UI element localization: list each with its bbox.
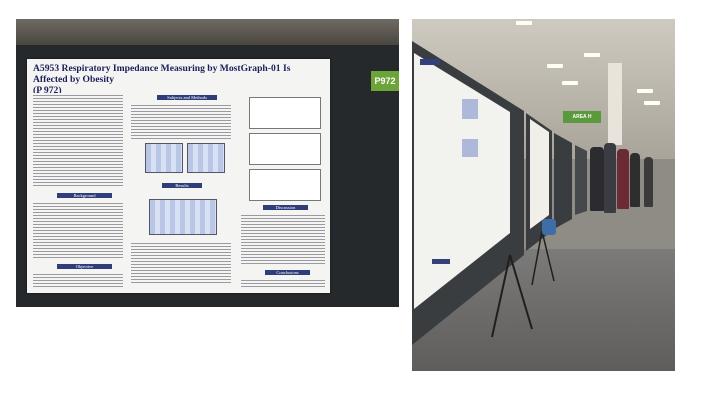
poster-text-block (131, 103, 231, 139)
scatter-plot-figure (249, 133, 321, 165)
pillar (608, 63, 622, 145)
third-board (554, 133, 572, 229)
person (604, 143, 616, 213)
second-poster (530, 119, 549, 229)
section-heading-methods: Subjects and Methods (157, 95, 217, 100)
poster-text-block (241, 213, 325, 265)
poster-text-block (241, 278, 325, 288)
person (630, 153, 640, 207)
poster-table (462, 139, 478, 157)
poster-heading (420, 59, 440, 65)
poster-title-code: (P 972) (33, 85, 62, 96)
section-heading-results: Results (162, 183, 202, 188)
person (644, 157, 653, 207)
poster-text-block (33, 201, 123, 259)
poster-title-main: A5953 Respiratory Impedance Measuring by… (33, 63, 291, 85)
easel-leg (491, 254, 511, 338)
backpack (542, 219, 556, 235)
person (617, 149, 629, 209)
near-poster (414, 53, 510, 309)
poster-heading (432, 259, 450, 264)
poster: A5953 Respiratory Impedance Measuring by… (27, 59, 330, 293)
data-table (187, 143, 225, 173)
poster-text-block (131, 241, 231, 283)
ceiling (16, 19, 399, 45)
section-heading-conclusions: Conclusions (265, 270, 310, 275)
easel-leg (509, 254, 533, 330)
fourth-board (575, 145, 587, 215)
ceiling-light (637, 89, 653, 93)
board-number-tag: P972 (371, 71, 399, 91)
poster-closeup-photo: P972 A5953 Respiratory Impedance Measuri… (16, 19, 399, 307)
ceiling-light (644, 101, 660, 105)
ceiling-light (562, 81, 578, 85)
area-sign: AREA H (563, 111, 601, 123)
data-table (145, 143, 183, 173)
scatter-plot-figure (249, 169, 321, 201)
section-heading-background: Background (57, 193, 112, 198)
person (590, 147, 604, 211)
poster-boards-perspective (412, 41, 587, 345)
ceiling-light (516, 21, 532, 25)
ceiling-light (547, 64, 563, 68)
poster-hall-photo: AREA H (412, 19, 675, 371)
results-table (149, 199, 217, 235)
ceiling-light (584, 53, 600, 57)
section-heading-discussion: Discussion (263, 205, 308, 210)
easel-leg (541, 230, 555, 282)
poster-text-block (33, 272, 123, 287)
poster-table (462, 99, 478, 119)
poster-title: A5953 Respiratory Impedance Measuring by… (33, 63, 323, 96)
scatter-plot-figure (249, 97, 321, 129)
section-heading-objective: Objective (57, 264, 112, 269)
easel-leg (531, 230, 543, 286)
poster-text-block (33, 93, 123, 188)
